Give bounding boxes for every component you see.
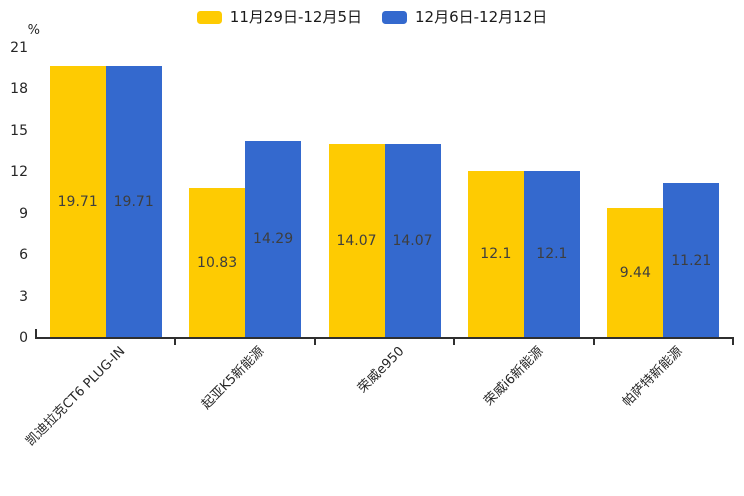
y-tick-label-0: 0 <box>19 330 28 346</box>
bar-value-label: 11.21 <box>671 252 712 269</box>
bar-series0-cat0 <box>49 65 106 338</box>
bar-value-label: 19.71 <box>113 193 154 210</box>
bar-value-label: 10.83 <box>197 255 238 272</box>
bar-value-label: 14.29 <box>253 231 294 248</box>
bar-series0-cat4 <box>607 207 664 338</box>
y-tick-label-6: 6 <box>19 247 28 264</box>
x-axis-tick-2 <box>313 339 316 345</box>
bar-value-label: 19.71 <box>57 193 98 210</box>
bar-series1-cat1 <box>245 140 302 338</box>
x-category-label-2: 荣威e950 <box>354 344 408 397</box>
x-category-label-1: 起亚K5新能源 <box>199 344 268 413</box>
bar-value-label: 9.44 <box>619 264 651 281</box>
legend-swatch-icon <box>382 10 407 24</box>
bar-series1-cat4 <box>663 183 720 338</box>
y-tick-label-12: 12 <box>10 164 28 181</box>
legend-swatch-icon <box>196 10 222 24</box>
bar-value-label: 12.1 <box>536 246 568 263</box>
chart-legend: 11月29日-12月5日 12月6日-12月12日 <box>0 6 744 28</box>
x-axis-line <box>35 337 734 339</box>
x-axis-tick-1 <box>174 339 177 345</box>
y-tick-label-3: 3 <box>19 288 28 305</box>
x-category-label-0: 凯迪拉克CT6 PLUG-IN <box>23 344 129 450</box>
bar-value-label: 12.1 <box>480 246 512 263</box>
x-category-label-3: 荣威i6新能源 <box>481 344 547 409</box>
x-axis-tick-4 <box>592 339 595 345</box>
bar-series0-cat3 <box>467 170 524 338</box>
x-category-label-4: 帕萨特新能源 <box>620 344 686 410</box>
legend-item-0: 11月29日-12月5日 <box>196 8 362 26</box>
legend-item-label: 11月29日-12月5日 <box>229 8 362 26</box>
legend-item-label: 12月6日-12月12日 <box>415 8 548 26</box>
bar-value-label: 14.07 <box>336 232 377 249</box>
bar-series0-cat1 <box>189 188 246 338</box>
bar-series1-cat0 <box>105 65 162 338</box>
bar-series0-cat2 <box>328 143 385 338</box>
bar-series1-cat2 <box>384 143 441 338</box>
y-axis-unit-label: % <box>27 23 40 38</box>
y-tick-label-21: 21 <box>10 40 28 56</box>
x-axis-tick-5 <box>732 339 734 345</box>
legend-item-1: 12月6日-12月12日 <box>382 8 547 26</box>
y-tick-label-9: 9 <box>19 205 28 222</box>
y-tick-label-15: 15 <box>10 122 28 139</box>
y-tick-label-18: 18 <box>10 81 28 98</box>
x-axis-tick-3 <box>453 339 456 345</box>
bar-value-label: 14.07 <box>392 232 433 249</box>
bar-series1-cat3 <box>523 170 580 338</box>
y-axis-origin-stub <box>35 329 37 337</box>
